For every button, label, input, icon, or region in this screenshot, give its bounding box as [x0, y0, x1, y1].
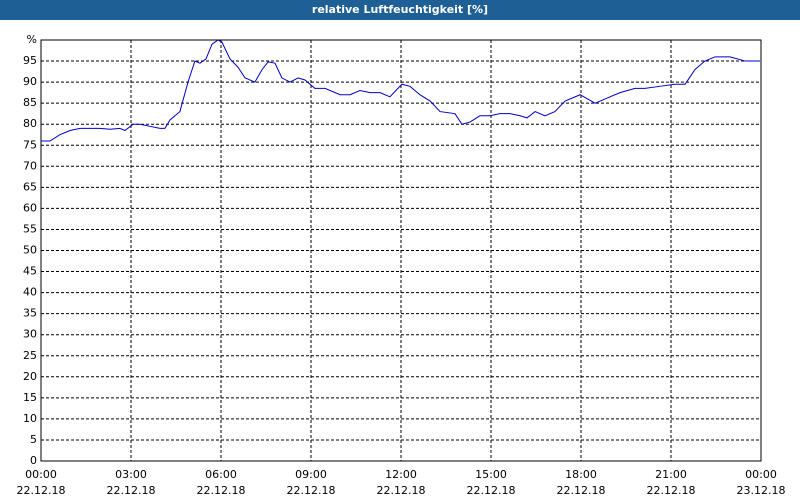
y-tick-label: 15 — [23, 391, 37, 404]
y-tick-label: 70 — [23, 159, 37, 172]
x-tick-date: 22.12.18 — [557, 484, 606, 497]
y-tick-label: % — [27, 33, 37, 46]
y-tick-label: 55 — [23, 222, 37, 235]
x-tick-date: 22.12.18 — [287, 484, 336, 497]
title-bar: relative Luftfeuchtigkeit [%] — [0, 0, 800, 20]
y-tick-label: 10 — [23, 412, 37, 425]
y-tick-label: 75 — [23, 138, 37, 151]
x-tick-date: 22.12.18 — [107, 484, 156, 497]
x-tick-label: 09:00 — [295, 468, 327, 481]
x-tick-date: 22.12.18 — [647, 484, 696, 497]
y-tick-label: 85 — [23, 96, 37, 109]
plot-frame — [40, 39, 762, 462]
x-tick-date: 22.12.18 — [467, 484, 516, 497]
y-tick-label: 0 — [30, 454, 37, 467]
x-tick-label: 00:00 — [745, 468, 777, 481]
y-tick-label: 20 — [23, 370, 37, 383]
x-tick-label: 15:00 — [475, 468, 507, 481]
y-tick-label: 50 — [23, 244, 37, 257]
x-tick-label: 12:00 — [385, 468, 417, 481]
y-tick-label: 40 — [23, 286, 37, 299]
y-tick-label: 35 — [23, 307, 37, 320]
x-tick-date: 23.12.18 — [737, 484, 786, 497]
y-tick-label: 45 — [23, 265, 37, 278]
y-tick-label: 95 — [23, 54, 37, 67]
x-tick-date: 22.12.18 — [197, 484, 246, 497]
x-tick-date: 22.12.18 — [377, 484, 426, 497]
y-tick-label: 90 — [23, 75, 37, 88]
x-tick-date: 22.12.18 — [17, 484, 66, 497]
x-tick-label: 06:00 — [205, 468, 237, 481]
y-tick-label: 5 — [30, 433, 37, 446]
y-tick-label: 30 — [23, 328, 37, 341]
y-tick-label: 60 — [23, 201, 37, 214]
x-tick-label: 03:00 — [115, 468, 147, 481]
x-tick-label: 00:00 — [25, 468, 57, 481]
y-tick-label: 25 — [23, 349, 37, 362]
line — [41, 39, 761, 142]
x-tick-label: 18:00 — [565, 468, 597, 481]
x-tick-label: 21:00 — [655, 468, 687, 481]
y-tick-label: 80 — [23, 117, 37, 130]
y-tick-label: 65 — [23, 180, 37, 193]
